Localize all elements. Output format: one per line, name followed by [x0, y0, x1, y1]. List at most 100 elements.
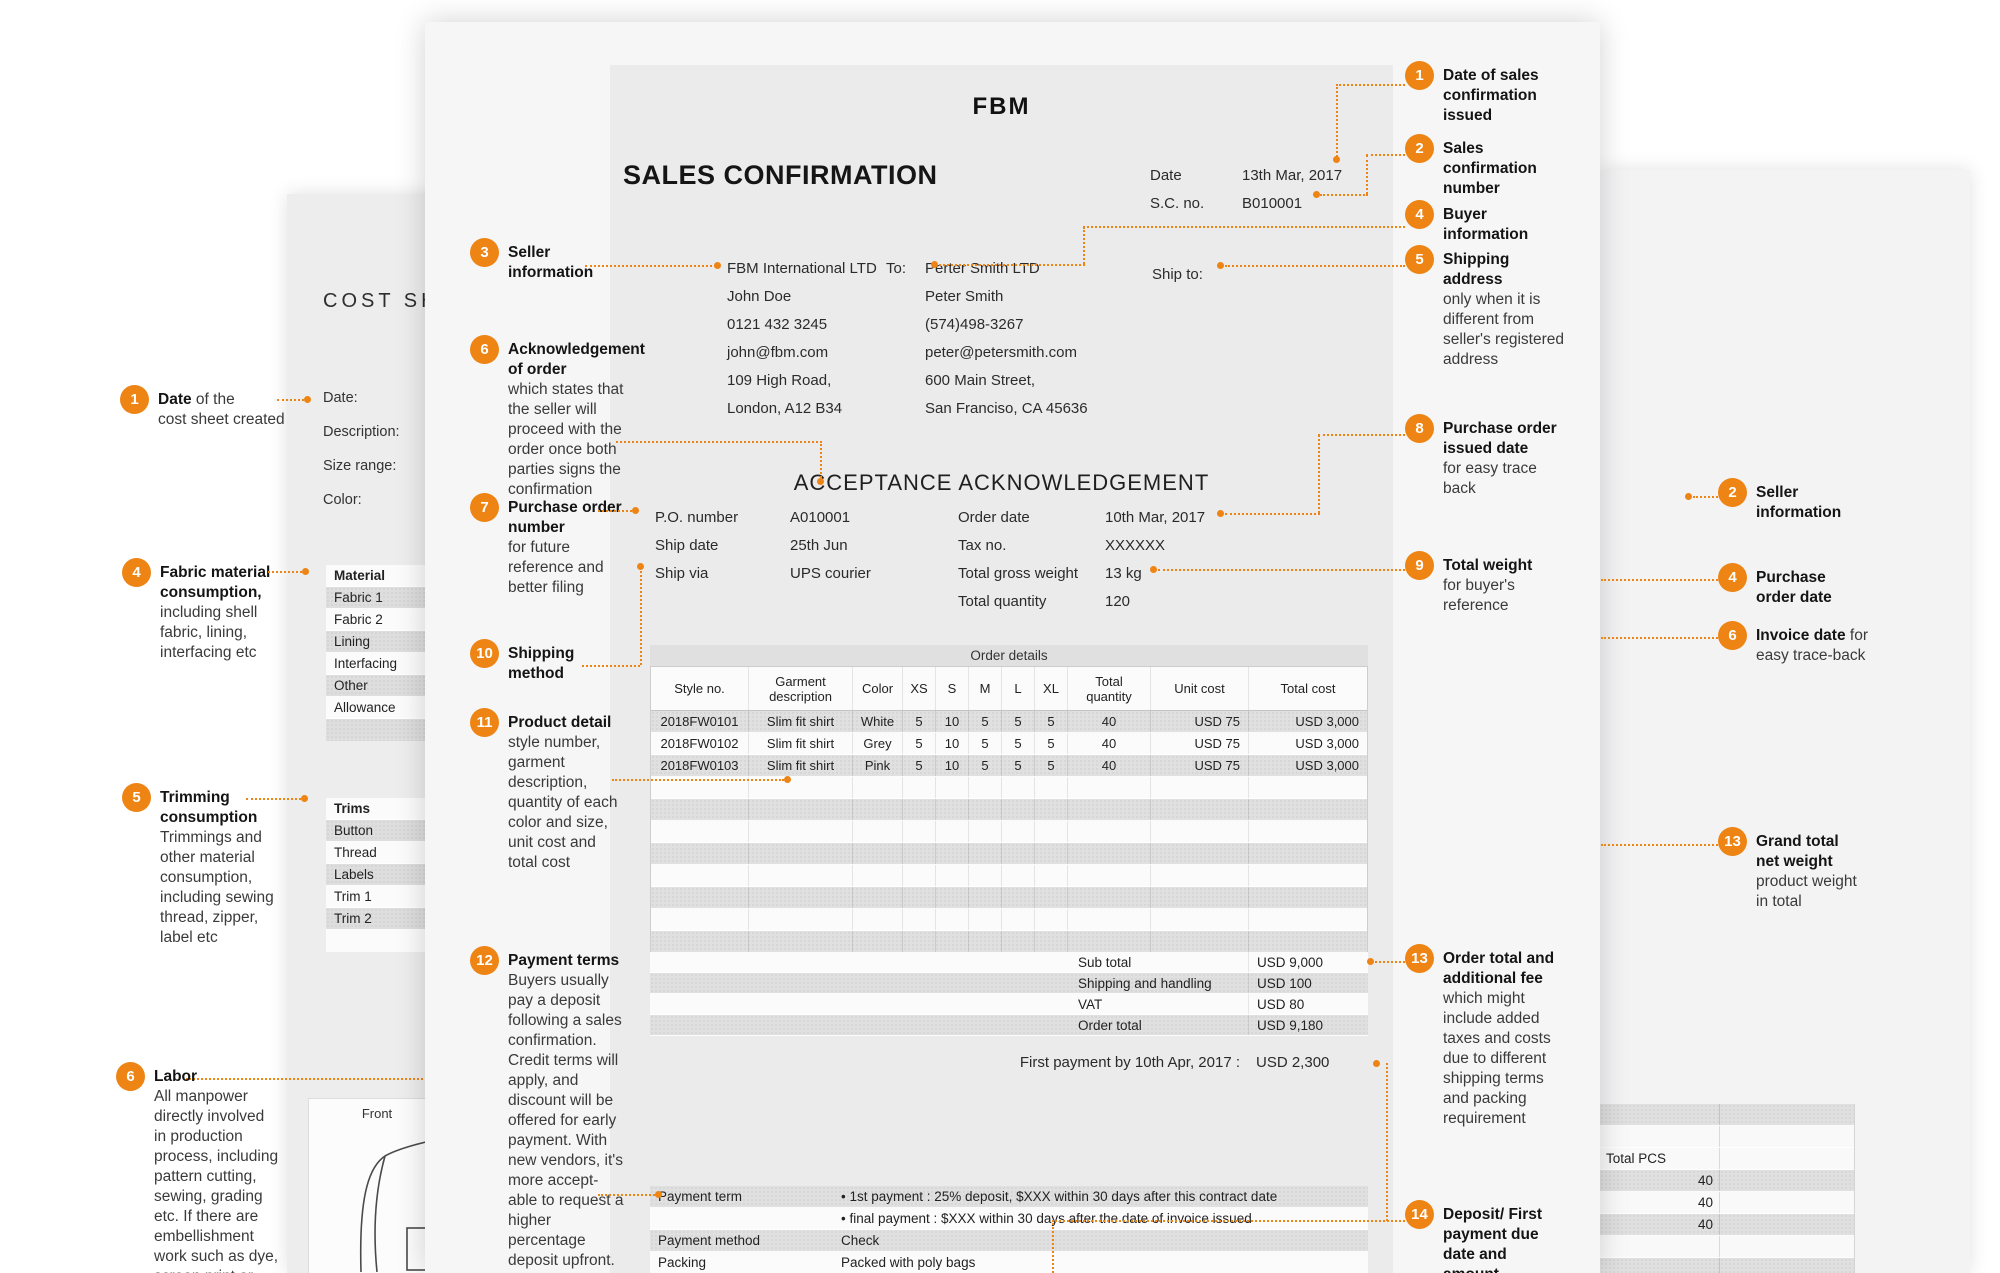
cell-s [936, 865, 969, 886]
leader-dot [637, 563, 644, 570]
cell-color: Grey [853, 733, 903, 754]
seller-info-line: John Doe [727, 288, 792, 305]
leader-line [1601, 637, 1718, 639]
totals-value: USD 80 [1248, 994, 1368, 1014]
annotation-number-badge: 6 [470, 335, 499, 364]
leader-line [616, 441, 822, 443]
annotation-line: able to request a [508, 1192, 624, 1209]
cell-m [969, 865, 1002, 886]
cell-xs [903, 909, 936, 930]
annotation-line: for easy trace [1443, 460, 1537, 477]
leader-dot [1313, 191, 1320, 198]
annotation-13-order-total: 13 Order total and additional fee which mi… [1405, 944, 1554, 1129]
cell-color [853, 909, 903, 930]
cell-xs [903, 777, 936, 798]
cell-m [969, 843, 1002, 864]
annotation-line: information [1756, 504, 1842, 521]
cell-garment-description [749, 799, 853, 820]
totals-label: Sub total [1078, 955, 1132, 970]
ship-to-label: Ship to: [1152, 266, 1203, 283]
meta-label: S.C. no. [1150, 194, 1205, 212]
leader-dot [1217, 262, 1224, 269]
total-pcs-table-fragment: Total PCS 40 40 40 [1600, 1104, 1855, 1273]
leader-line [1225, 513, 1320, 515]
annotation-line: issued [1443, 107, 1493, 124]
annotation-number-badge: 4 [122, 558, 151, 587]
annotation-4-left: 4 Fabric material consumption, including s… [122, 558, 270, 663]
annotation-line: discount will be [508, 1092, 614, 1109]
annotation-line: Seller [508, 244, 551, 261]
cell-l [1002, 909, 1035, 930]
leader-line [1601, 579, 1718, 581]
cell-xl [1035, 931, 1068, 952]
cost-sheet-field-label: Color: [323, 492, 362, 508]
totals-label: Shipping and handling [1078, 976, 1212, 991]
leader-line [1336, 84, 1338, 160]
annotation-line: requirement [1443, 1110, 1526, 1127]
leader-line [820, 441, 822, 481]
leader-line [598, 1194, 655, 1196]
cell-total-quantity [1068, 931, 1151, 952]
cell-total-cost [1249, 887, 1367, 908]
annotation-line: consumption, [160, 584, 262, 601]
cell-unit-cost [1151, 843, 1249, 864]
annotation-line: interfacing etc [160, 644, 257, 661]
annotation-line: including shell [160, 604, 258, 621]
annotation-line: for buyer's [1443, 577, 1515, 594]
annotation-line: reference [1443, 597, 1509, 614]
cell-style-no [651, 931, 749, 952]
annotation-number-badge: 4 [1405, 200, 1434, 229]
annotation-number-badge: 4 [1718, 563, 1747, 592]
leader-line [1318, 435, 1320, 513]
ack-field: Total quantity 120 [958, 587, 1205, 615]
payment-row: • final payment : $XXX within 30 days af… [650, 1208, 1368, 1230]
annotation-line: additional fee [1443, 970, 1543, 987]
annotation-line: process, including [154, 1148, 279, 1165]
cell-l [1002, 931, 1035, 952]
cell-total-quantity [1068, 865, 1151, 886]
cell-style-no [651, 909, 749, 930]
leader-dot [1685, 493, 1692, 500]
annotation-line: unit cost and [508, 834, 596, 851]
annotation-11-product-detail: 11 Product detail style number, garment des… [470, 708, 617, 873]
cell-l [1002, 887, 1035, 908]
total-pcs-value: 40 [1600, 1170, 1720, 1191]
order-details-band: Order details [650, 645, 1368, 666]
leader-dot [1373, 1060, 1380, 1067]
annotation-line: proceed with the [508, 421, 622, 438]
payment-row: Packing Packed with poly bags [650, 1252, 1368, 1273]
first-payment-value: USD 2,300 [1256, 1054, 1330, 1071]
annotation-line: more accept- [508, 1172, 599, 1189]
leader-line [1601, 844, 1718, 846]
annotation-14-deposit: 14 Deposit/ First payment due date and amou… [1405, 1200, 1543, 1273]
cell-m [969, 931, 1002, 952]
sales-confirmation-page: FBM SALES CONFIRMATION Date 13th Mar, 20… [425, 22, 1600, 1273]
annotation-line: Deposit/ First [1443, 1206, 1543, 1223]
cell-total-quantity [1068, 909, 1151, 930]
annotation-line: Sales [1443, 140, 1484, 157]
annotation-line: better filing [508, 579, 584, 596]
ack-field: Ship date 25th Jun [655, 531, 871, 559]
cell-m [969, 821, 1002, 842]
ack-field-label: Ship via [655, 564, 709, 582]
meta-value: B010001 [1242, 194, 1303, 212]
ack-field-value: UPS courier [790, 564, 871, 582]
buyer-info-line: Peter Smith [925, 288, 1004, 305]
annotation-line: only when it is [1443, 291, 1541, 308]
annotation-number-badge: 8 [1405, 414, 1434, 443]
annotation-line: in production [154, 1128, 243, 1145]
annotation-line: confirmation [1443, 160, 1537, 177]
annotation-line: issued date [1443, 440, 1529, 457]
annotation-line: Grand total [1756, 833, 1839, 850]
annotation-line: Payment terms [508, 952, 620, 969]
ack-field-value: A010001 [790, 508, 851, 526]
annotation-line: payment. With [508, 1132, 608, 1149]
cell-style-no: 2018FW0101 [651, 711, 749, 732]
ack-field-label: Order date [958, 508, 1030, 526]
annotation-line: amount [1443, 1265, 1542, 1273]
order-sheet-page: Total PCS 40 40 40 [1600, 170, 1970, 1273]
order-table-header-cell: L [1002, 667, 1035, 710]
annotation-line: color and size, [508, 814, 608, 831]
cell-l: 5 [1002, 755, 1035, 776]
